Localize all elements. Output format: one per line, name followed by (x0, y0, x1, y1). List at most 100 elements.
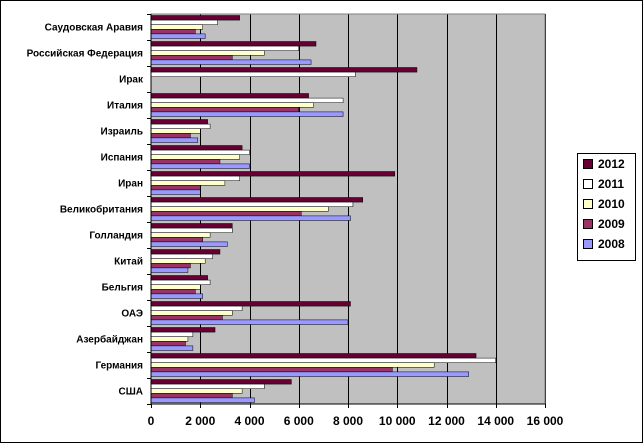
category-label: Китай (114, 257, 143, 268)
bar-2010 (150, 362, 435, 368)
bar-2011 (150, 201, 354, 207)
bar-2009 (150, 289, 196, 295)
bar-2008 (150, 163, 250, 169)
bar-2010 (150, 180, 226, 186)
bar-2012 (150, 15, 240, 21)
bar-2012 (150, 145, 243, 151)
bar-2011 (150, 331, 194, 337)
x-tick-label: 14 000 (477, 414, 514, 428)
bar-2010 (150, 128, 201, 134)
bar-2011 (150, 357, 496, 363)
legend-swatch-2010 (583, 199, 593, 209)
bar-2008 (150, 293, 203, 299)
bar-2008 (150, 33, 206, 39)
bar-2012 (150, 197, 364, 203)
legend-label-2010: 2010 (598, 197, 625, 211)
x-tick-label: 4 000 (234, 414, 264, 428)
legend: 2012 2011 2010 2009 2008 (577, 153, 636, 261)
legend-item-2012: 2012 (583, 156, 625, 172)
category-label: Российская Федерация (27, 49, 144, 60)
x-tick-label: 10 000 (379, 414, 416, 428)
bar-2010 (150, 336, 189, 342)
bar-2008 (150, 267, 189, 273)
bar-2012 (150, 119, 208, 125)
x-tick-label: 16 000 (527, 414, 564, 428)
legend-item-2008: 2008 (583, 236, 625, 252)
bar-2009 (150, 159, 221, 165)
bar-2008 (150, 241, 228, 247)
bar-2010 (150, 102, 314, 108)
category-label: Азербайджан (76, 334, 143, 346)
legend-swatch-2012 (583, 159, 593, 169)
x-tick-label: 0 (148, 414, 155, 428)
legend-swatch-2009 (583, 219, 593, 229)
legend-label-2008: 2008 (598, 237, 625, 251)
bars (150, 15, 496, 403)
category-label: Бельгия (102, 283, 144, 294)
bar-2008 (150, 189, 201, 195)
bar-2012 (150, 249, 221, 255)
bar-2011 (150, 227, 233, 233)
bar-2009 (150, 185, 201, 191)
bar-2011 (150, 149, 250, 155)
bar-2012 (150, 93, 309, 99)
legend-item-2009: 2009 (583, 216, 625, 232)
bar-2008 (150, 137, 199, 143)
bar-2011 (150, 123, 211, 129)
bar-2010 (150, 232, 211, 238)
category-label: Голландия (89, 231, 143, 242)
bar-2012 (150, 301, 351, 307)
bar-2010 (150, 388, 243, 394)
bar-2010 (150, 154, 240, 160)
bar-2011 (150, 19, 218, 25)
bar-2010 (150, 284, 201, 290)
legend-label-2012: 2012 (598, 157, 625, 171)
bar-2012 (150, 41, 317, 47)
bar-2008 (150, 371, 469, 377)
legend-item-2010: 2010 (583, 196, 625, 212)
bar-2009 (150, 55, 233, 61)
x-tick-label: 6 000 (284, 414, 314, 428)
bar-2010 (150, 310, 233, 316)
category-label: Ирак (119, 75, 144, 86)
bar-2008 (150, 215, 351, 221)
x-tick-label: 2 000 (185, 414, 215, 428)
category-label: Великобритания (60, 204, 143, 216)
bar-2009 (150, 263, 191, 269)
bar-2011 (150, 253, 213, 259)
bar-2009 (150, 133, 191, 139)
bar-2012 (150, 275, 208, 281)
bar-2011 (150, 175, 240, 181)
bar-2009 (150, 341, 186, 347)
category-labels: Саудовская Аравия Российская Федерация Ира… (27, 23, 144, 398)
x-tick-labels: 0 2 000 4 000 6 000 8 000 10 000 12 000 14 000 1… (148, 414, 564, 428)
bar-2012 (150, 379, 292, 385)
category-label: Саудовская Аравия (45, 23, 144, 34)
category-label: США (119, 387, 144, 398)
bar-2009 (150, 237, 203, 243)
bar-2012 (150, 171, 396, 177)
bar-2008 (150, 59, 312, 65)
bar-2012 (150, 327, 216, 333)
bar-2008 (150, 319, 349, 325)
category-label: ОАЭ (121, 309, 143, 320)
bar-2011 (150, 305, 243, 311)
x-tick-label: 12 000 (428, 414, 465, 428)
bar-2009 (150, 393, 233, 399)
bar-2009 (150, 29, 196, 35)
bar-2011 (150, 71, 356, 77)
category-label: Иран (118, 179, 143, 190)
category-label: Испания (101, 153, 144, 164)
legend-label-2009: 2009 (598, 217, 625, 231)
bar-2012 (150, 353, 477, 359)
bar-2010 (150, 50, 265, 56)
bar-2008 (150, 397, 255, 403)
category-label: Германия (95, 361, 143, 372)
bar-2012 (150, 223, 233, 229)
legend-swatch-2008 (583, 239, 593, 249)
category-label: Италия (107, 101, 143, 112)
bar-2010 (150, 258, 206, 264)
bar-2010 (150, 206, 329, 212)
bar-2009 (150, 315, 223, 321)
